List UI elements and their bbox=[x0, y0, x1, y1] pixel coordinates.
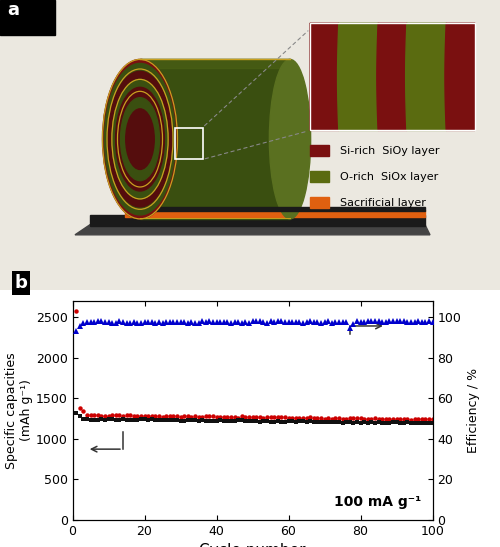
Bar bbox=[140, 60, 290, 219]
X-axis label: Cycle number: Cycle number bbox=[199, 543, 306, 547]
Text: b: b bbox=[15, 274, 28, 292]
Text: a: a bbox=[8, 2, 20, 20]
Bar bbox=[175, 127, 203, 160]
Bar bbox=[310, 197, 329, 208]
Polygon shape bbox=[338, 23, 380, 131]
Text: Sacrificial layer: Sacrificial layer bbox=[340, 198, 426, 208]
Bar bbox=[0, 0, 55, 35]
Ellipse shape bbox=[104, 63, 176, 215]
Ellipse shape bbox=[102, 60, 178, 219]
Y-axis label: Efficiency / %: Efficiency / % bbox=[467, 368, 480, 453]
Ellipse shape bbox=[270, 60, 310, 219]
Ellipse shape bbox=[108, 72, 172, 207]
Polygon shape bbox=[125, 210, 425, 217]
Text: O-rich  SiOx layer: O-rich SiOx layer bbox=[340, 172, 438, 182]
Text: 100 mA g⁻¹: 100 mA g⁻¹ bbox=[334, 494, 422, 509]
Ellipse shape bbox=[120, 98, 160, 181]
Bar bbox=[140, 60, 290, 68]
Polygon shape bbox=[310, 23, 340, 131]
Ellipse shape bbox=[116, 88, 164, 191]
Bar bbox=[310, 146, 329, 156]
Polygon shape bbox=[377, 23, 408, 131]
Bar bbox=[125, 207, 425, 211]
Polygon shape bbox=[406, 23, 448, 131]
Polygon shape bbox=[90, 214, 425, 226]
Text: Si-rich  SiOy layer: Si-rich SiOy layer bbox=[340, 146, 440, 156]
Polygon shape bbox=[445, 23, 475, 131]
Ellipse shape bbox=[132, 121, 148, 156]
Polygon shape bbox=[75, 225, 430, 235]
Bar bbox=[310, 171, 329, 182]
Y-axis label: Specific capacities
(mAh g⁻¹): Specific capacities (mAh g⁻¹) bbox=[5, 352, 33, 469]
Ellipse shape bbox=[126, 109, 154, 170]
Ellipse shape bbox=[112, 79, 168, 199]
Bar bbox=[310, 23, 475, 131]
